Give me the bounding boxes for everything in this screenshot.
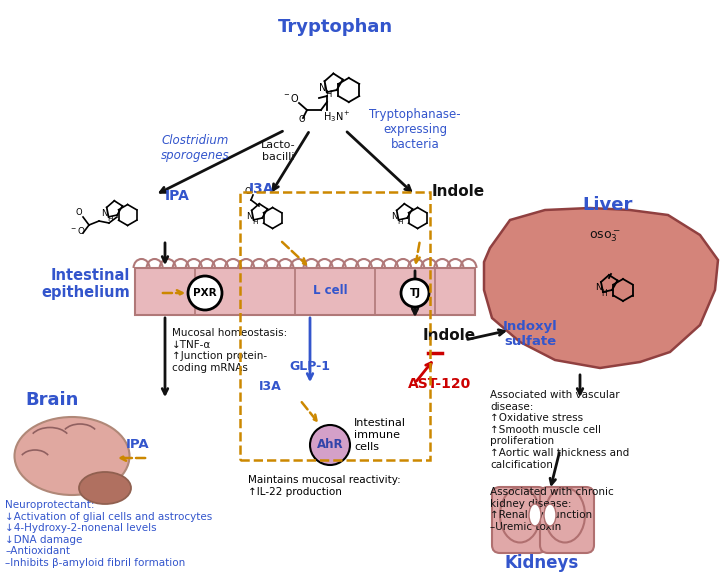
Text: O: O (76, 208, 82, 217)
Ellipse shape (500, 487, 540, 542)
Text: Indole: Indole (432, 184, 485, 199)
Ellipse shape (14, 417, 129, 495)
Bar (240, 192, 430, 460)
Bar (135, 268, 475, 315)
Text: oso$_3^-$: oso$_3^-$ (589, 228, 621, 244)
Text: AST-120: AST-120 (408, 377, 471, 391)
Ellipse shape (544, 504, 556, 526)
Text: Lacto-
bacilli: Lacto- bacilli (261, 140, 295, 162)
Text: H: H (252, 219, 257, 225)
Text: IPA: IPA (126, 438, 149, 451)
Text: L cell: L cell (313, 284, 347, 296)
Circle shape (188, 276, 222, 310)
Text: GLP-1: GLP-1 (290, 360, 331, 373)
Text: Intestinal
epithelium: Intestinal epithelium (41, 268, 130, 300)
Text: N: N (246, 211, 253, 221)
Text: Intestinal
immune
cells: Intestinal immune cells (354, 419, 406, 451)
Text: PXR: PXR (193, 288, 217, 298)
Text: Brain: Brain (25, 391, 79, 409)
Text: Indole: Indole (423, 328, 476, 343)
Text: H: H (325, 90, 331, 99)
Text: H: H (601, 289, 607, 299)
Ellipse shape (529, 504, 541, 526)
Text: Clostridium
sporogenes: Clostridium sporogenes (161, 134, 230, 162)
Text: Associated with chronic
kidney disease:
↑Renal dysfunction
–Uremic toxin: Associated with chronic kidney disease: … (490, 487, 614, 532)
Circle shape (401, 279, 429, 307)
Text: Mucosal homeostasis:
↓TNF-α
↑Junction protein-
coding mRNAs: Mucosal homeostasis: ↓TNF-α ↑Junction pr… (172, 328, 287, 373)
Text: I3A: I3A (249, 182, 275, 196)
FancyBboxPatch shape (540, 487, 594, 553)
Ellipse shape (79, 472, 131, 504)
Text: O: O (245, 187, 251, 196)
Polygon shape (484, 208, 718, 368)
Text: TJ: TJ (409, 288, 420, 298)
Text: H: H (397, 219, 402, 225)
FancyBboxPatch shape (492, 487, 546, 553)
Text: N: N (596, 284, 602, 292)
Text: Indoxyl
sulfate: Indoxyl sulfate (503, 320, 557, 348)
Text: H$_3$N$^+$: H$_3$N$^+$ (323, 109, 351, 124)
Text: Tryptophan: Tryptophan (277, 18, 393, 36)
Text: Neuroprotectant:
↓Activation of glial cells and astrocytes
↓4-Hydroxy-2-nonenal : Neuroprotectant: ↓Activation of glial ce… (5, 500, 212, 568)
Text: IPA: IPA (165, 189, 190, 203)
Text: N: N (318, 83, 326, 93)
Text: $^-$O: $^-$O (282, 92, 300, 104)
Text: I3A: I3A (258, 380, 282, 393)
Text: AhR: AhR (317, 438, 344, 451)
Text: N: N (391, 211, 398, 221)
Text: Maintains mucosal reactivity:
↑IL-22 production: Maintains mucosal reactivity: ↑IL-22 pro… (248, 475, 401, 497)
Text: $^-$O: $^-$O (69, 225, 85, 236)
Text: N: N (102, 208, 108, 218)
Text: Associated with vascular
disease:
↑Oxidative stress
↑Smooth muscle cell
prolifer: Associated with vascular disease: ↑Oxida… (490, 390, 630, 470)
Text: Liver: Liver (583, 196, 633, 214)
Circle shape (310, 425, 350, 465)
Text: O: O (299, 115, 305, 124)
Text: H: H (107, 216, 113, 222)
Text: Tryptophanase-
expressing
bacteria: Tryptophanase- expressing bacteria (369, 108, 461, 151)
Text: Kidneys: Kidneys (505, 554, 579, 572)
Ellipse shape (545, 487, 585, 542)
